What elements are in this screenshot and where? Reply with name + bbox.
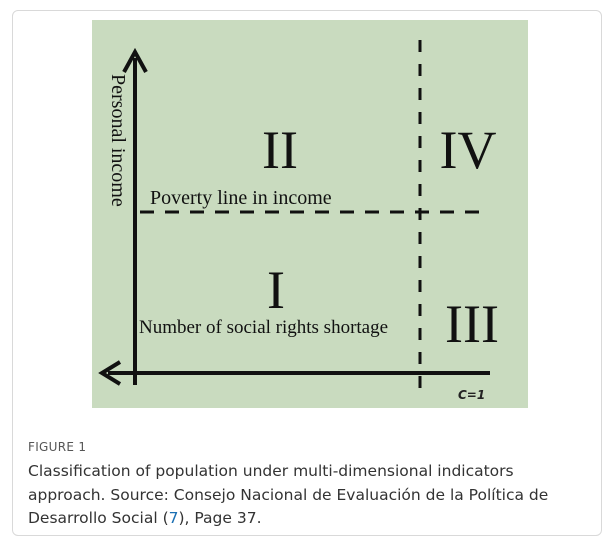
figure-label: FIGURE 1 xyxy=(28,440,87,454)
quadrant-label: II xyxy=(262,120,298,180)
caption-text: Classification of population under multi… xyxy=(28,462,549,527)
figure-image: Personal income Poverty line in income N… xyxy=(92,20,528,408)
quadrant-label: III xyxy=(445,294,499,354)
threshold-label: C=1 xyxy=(458,388,485,402)
x-axis-label: Number of social rights shortage xyxy=(139,317,388,338)
quadrant-label: I xyxy=(267,260,285,320)
y-axis-label: Personal income xyxy=(107,74,129,207)
quadrant-label: IV xyxy=(440,120,497,180)
figure-caption: Classification of population under multi… xyxy=(28,460,573,531)
image-background xyxy=(92,20,528,408)
figure-card xyxy=(12,10,602,536)
citation-link[interactable]: 7 xyxy=(168,509,179,527)
poverty-line-label: Poverty line in income xyxy=(150,187,332,209)
y-arrow xyxy=(122,47,148,73)
caption-text: ), Page 37. xyxy=(178,509,262,527)
x-arrow xyxy=(98,360,122,386)
